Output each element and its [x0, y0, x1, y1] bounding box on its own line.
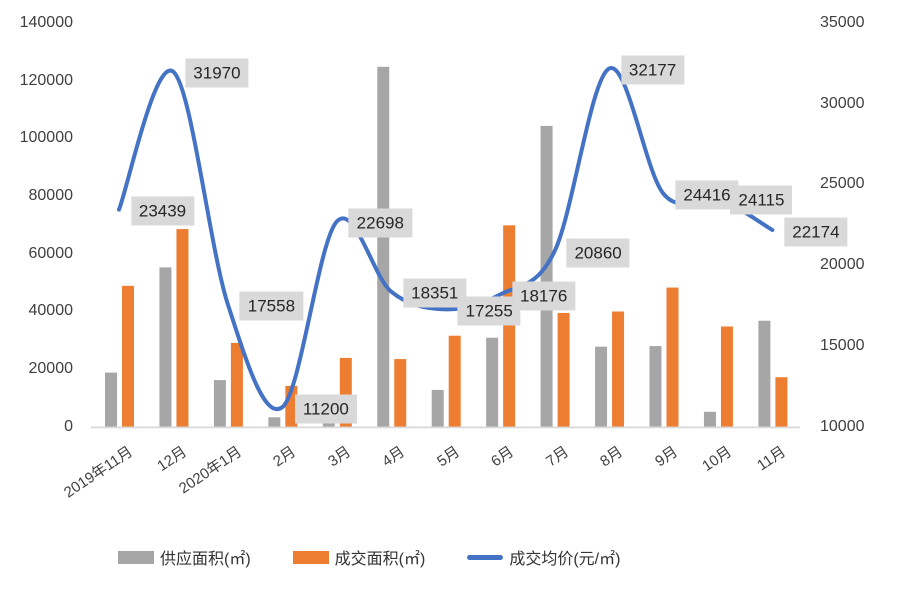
legend-line-swatch	[467, 554, 504, 560]
legend-item-supply: 供应面积(㎡)	[118, 545, 251, 569]
left-axis-tick: 20000	[28, 359, 74, 377]
transaction-bar-11	[720, 326, 733, 427]
price-data-label: 24416	[675, 180, 739, 210]
transaction-bar-12	[775, 377, 788, 427]
legend-bar-swatch	[118, 550, 154, 564]
price-data-label: 23439	[130, 196, 195, 226]
supply-bar-10	[649, 346, 662, 427]
legend-item-price: 成交均价(元/㎡)	[467, 545, 620, 569]
supply-bar-7	[486, 337, 499, 427]
left-axis-tick: 0	[64, 417, 73, 435]
right-axis-tick: 30000	[820, 94, 865, 112]
left-axis-tick: 140000	[19, 14, 73, 31]
supply-bar-5	[377, 66, 390, 427]
price-data-label: 18176	[512, 281, 576, 311]
transaction-bar-0	[122, 285, 134, 427]
legend-bar-swatch	[292, 550, 329, 564]
left-axis-tick: 40000	[28, 302, 74, 320]
right-axis-tick: 25000	[820, 175, 865, 193]
transaction-bar-1	[176, 229, 189, 427]
supply-bar-8	[540, 125, 553, 427]
supply-bar-11	[703, 411, 716, 427]
supply-bar-2	[213, 380, 226, 427]
price-line	[117, 66, 775, 412]
left-axis-tick: 60000	[28, 244, 74, 262]
right-axis-tick: 15000	[820, 336, 865, 354]
price-data-label: 22174	[784, 217, 848, 246]
supply-bar-1	[159, 267, 172, 427]
transaction-bar-10	[666, 287, 679, 427]
price-data-label: 32177	[620, 55, 685, 85]
transaction-bar-5	[394, 359, 407, 427]
legend-item-transaction: 成交面积(㎡)	[292, 545, 426, 569]
legend-label: 供应面积(㎡)	[160, 551, 251, 568]
right-axis-tick: 10000	[820, 417, 865, 435]
price-data-label: 17255	[457, 296, 521, 326]
supply-bar-9	[595, 346, 608, 427]
supply-bar-3	[268, 417, 281, 427]
left-axis-tick: 120000	[19, 71, 73, 89]
transaction-bar-2	[230, 342, 243, 427]
supply-bar-6	[431, 389, 444, 427]
left-axis-tick: 80000	[28, 186, 74, 204]
price-data-label: 22698	[348, 208, 412, 238]
x-axis-line	[91, 426, 800, 429]
transaction-bar-6	[448, 335, 461, 427]
transaction-bar-8	[557, 312, 570, 427]
right-axis-tick: 20000	[820, 256, 865, 274]
right-axis-tick: 35000	[820, 14, 865, 31]
supply-bar-4	[322, 422, 335, 427]
transaction-bar-7	[503, 225, 516, 427]
price-data-label: 17558	[239, 291, 304, 321]
price-data-label: 11200	[294, 394, 357, 424]
left-axis-tick: 100000	[19, 129, 73, 147]
price-data-label: 20860	[566, 238, 630, 268]
price-data-label: 18351	[403, 278, 467, 308]
legend-label: 成交面积(㎡)	[334, 551, 426, 568]
legend-label: 成交均价(元/㎡)	[509, 551, 621, 568]
supply-bar-0	[105, 372, 117, 427]
price-data-label: 24115	[730, 185, 793, 215]
legend: 供应面积(㎡) 成交面积(㎡) 成交均价(元/㎡)	[118, 545, 620, 569]
transaction-bar-9	[612, 311, 625, 427]
price-data-label: 31970	[185, 58, 249, 88]
supply-bar-12	[758, 320, 771, 427]
